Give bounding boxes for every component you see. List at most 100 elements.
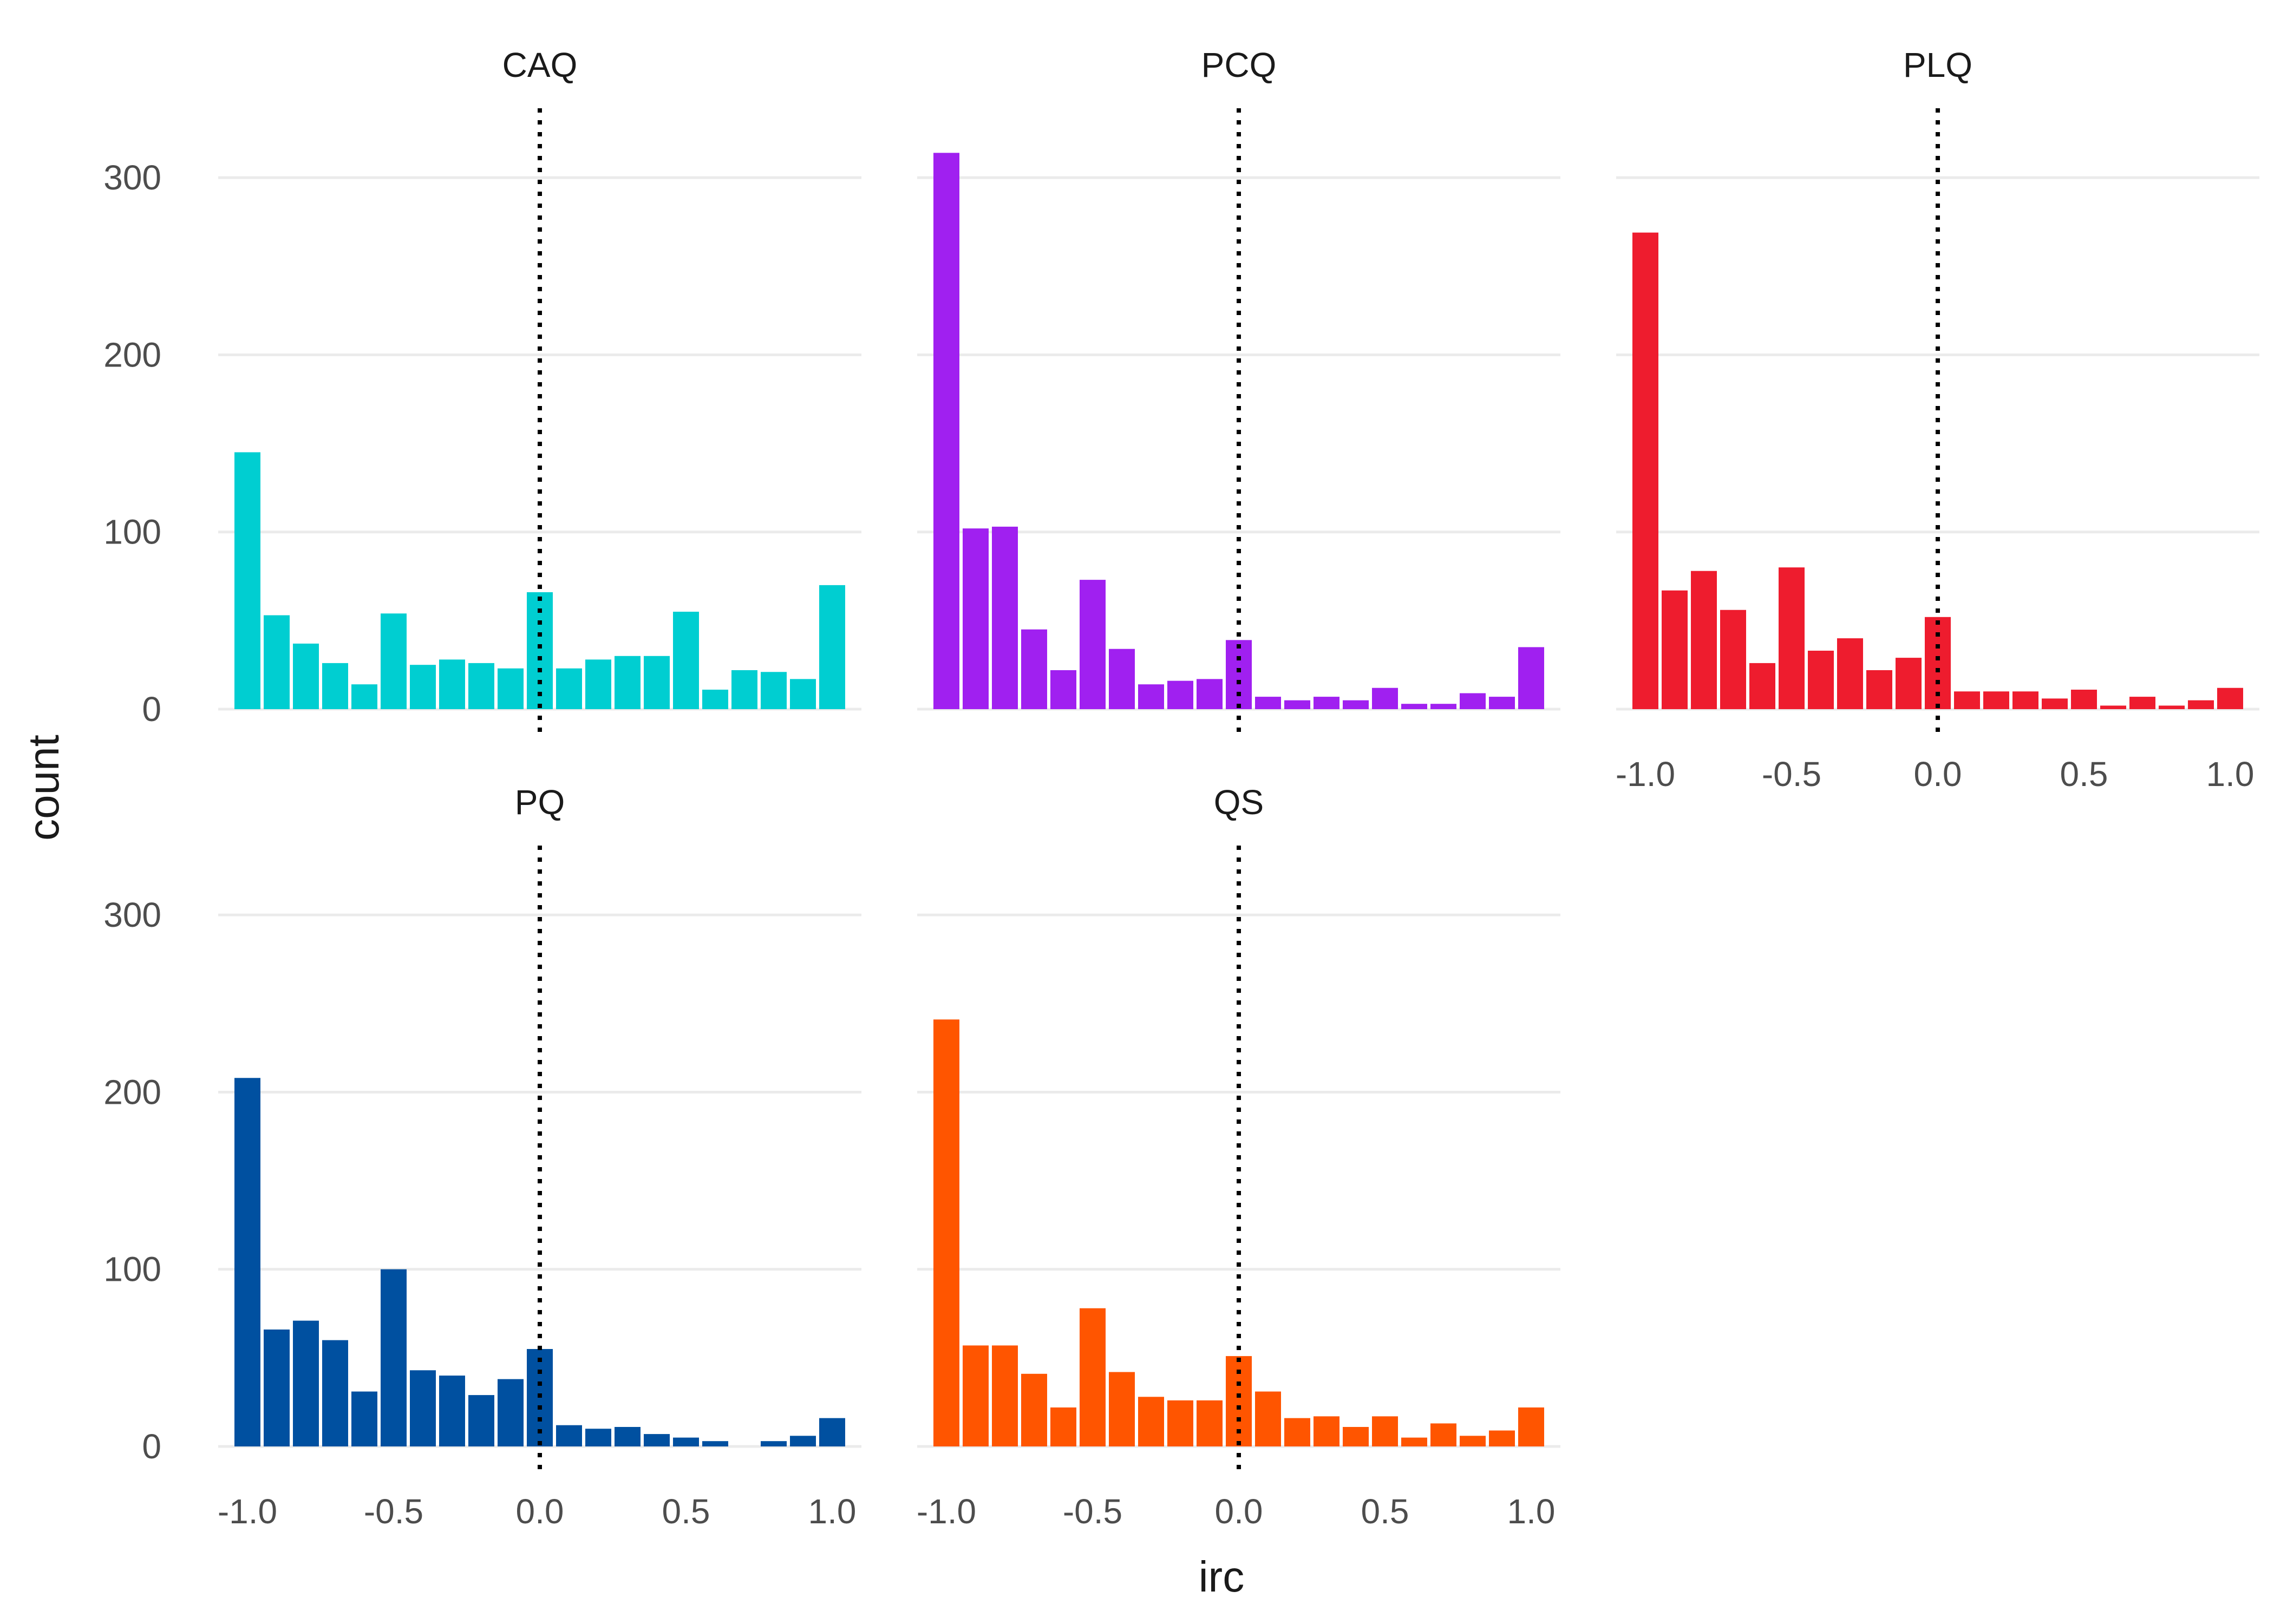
y-tick-label: 0 [142, 1427, 161, 1466]
bar-pq-2 [293, 1320, 319, 1446]
bar-plq-18 [2159, 705, 2185, 709]
bar-plq-7 [1837, 638, 1863, 709]
y-tick-label: 200 [103, 335, 161, 374]
bar-pq-11 [556, 1425, 582, 1446]
bar-pcq-18 [1460, 693, 1486, 709]
bar-caq-20 [819, 585, 845, 709]
bar-caq-14 [644, 656, 670, 709]
bar-caq-2 [293, 643, 319, 709]
bar-pq-16 [702, 1441, 728, 1446]
x-tick-label: -0.5 [1762, 755, 1821, 794]
x-tick-label: 0.0 [1914, 755, 1962, 794]
bar-pq-7 [439, 1376, 465, 1446]
x-axis-title: irc [1199, 1553, 1244, 1601]
bar-plq-19 [2188, 700, 2214, 709]
bar-qs-13 [1314, 1416, 1339, 1446]
bar-pcq-2 [992, 526, 1018, 709]
bar-caq-15 [673, 612, 699, 709]
bar-qs-9 [1197, 1400, 1223, 1446]
bar-plq-15 [2071, 690, 2097, 709]
bar-pq-9 [498, 1379, 524, 1446]
bar-pcq-12 [1284, 700, 1310, 709]
bar-pcq-0 [933, 153, 959, 709]
bar-pq-5 [381, 1269, 407, 1446]
bar-caq-0 [234, 452, 260, 709]
bar-caq-16 [702, 690, 728, 709]
bar-plq-9 [1896, 658, 1922, 709]
bar-caq-3 [322, 663, 348, 709]
bar-pq-19 [790, 1436, 816, 1446]
bar-pcq-9 [1197, 679, 1223, 709]
bar-pcq-4 [1050, 670, 1076, 709]
bar-caq-17 [731, 670, 757, 709]
bar-qs-5 [1080, 1308, 1106, 1446]
bar-pq-18 [761, 1441, 787, 1446]
x-tick-label: -0.5 [1063, 1492, 1122, 1531]
bar-pcq-7 [1138, 684, 1164, 709]
bar-qs-19 [1489, 1430, 1515, 1446]
bar-caq-6 [410, 665, 436, 709]
x-tick-label: -1.0 [218, 1492, 277, 1531]
bar-pcq-8 [1167, 680, 1193, 709]
bar-pq-0 [234, 1078, 260, 1446]
bar-pq-1 [264, 1330, 290, 1446]
y-tick-label: 100 [103, 513, 161, 552]
bar-plq-4 [1749, 663, 1775, 709]
bar-pq-8 [468, 1395, 494, 1446]
bar-caq-19 [790, 679, 816, 709]
bar-caq-11 [556, 668, 582, 709]
bar-qs-8 [1167, 1400, 1193, 1446]
y-tick-label: 300 [103, 158, 161, 197]
bar-caq-4 [351, 684, 377, 709]
bar-qs-1 [963, 1345, 989, 1446]
bar-pq-6 [410, 1370, 436, 1446]
bar-qs-6 [1109, 1372, 1135, 1446]
bar-plq-13 [2012, 691, 2038, 709]
x-tick-label: 0.0 [1215, 1492, 1263, 1531]
bar-qs-2 [992, 1345, 1018, 1446]
bar-pcq-16 [1401, 704, 1427, 709]
y-tick-label: 300 [103, 895, 161, 934]
facet-label-qs: QS [1214, 783, 1264, 822]
bar-plq-0 [1632, 232, 1658, 709]
facet-panels: CAQ 0 100 200 300 PCQ PLQ -1.0 -0.5 0.0 0.5 1.0 PQ 0 1… [103, 45, 2259, 1531]
facet-panel-qs: QS -1.0 -0.5 0.0 0.5 1.0 [917, 783, 1560, 1531]
bar-qs-20 [1518, 1407, 1544, 1446]
facet-panel-plq: PLQ -1.0 -0.5 0.0 0.5 1.0 [1616, 45, 2259, 794]
bar-caq-18 [761, 672, 787, 709]
bar-plq-3 [1720, 610, 1746, 709]
facet-panel-pq: PQ 0 100 200 300 -1.0 -0.5 0.0 0.5 1.0 [103, 783, 861, 1531]
bar-pcq-20 [1518, 647, 1544, 709]
bar-pq-3 [322, 1340, 348, 1446]
bar-qs-4 [1050, 1407, 1076, 1446]
bar-pcq-14 [1343, 700, 1369, 709]
bar-plq-8 [1866, 670, 1892, 709]
bar-pcq-3 [1021, 629, 1047, 709]
y-tick-label: 200 [103, 1072, 161, 1111]
facet-label-caq: CAQ [502, 45, 578, 84]
bar-pcq-11 [1255, 697, 1281, 709]
y-tick-label: 100 [103, 1250, 161, 1289]
bar-caq-9 [498, 668, 524, 709]
bar-pq-4 [351, 1391, 377, 1446]
facet-panel-caq: CAQ 0 100 200 300 [103, 45, 861, 739]
bar-qs-7 [1138, 1397, 1164, 1446]
bar-caq-12 [585, 659, 611, 709]
bar-plq-12 [1983, 691, 2009, 709]
bar-pcq-17 [1430, 704, 1456, 709]
bar-qs-11 [1255, 1391, 1281, 1446]
facet-label-pcq: PCQ [1201, 45, 1277, 84]
x-tick-label: 0.5 [2060, 755, 2108, 794]
bar-pcq-6 [1109, 649, 1135, 709]
facet-label-pq: PQ [515, 783, 565, 822]
bar-qs-3 [1021, 1373, 1047, 1446]
bar-plq-20 [2217, 687, 2243, 709]
bar-pq-12 [585, 1429, 611, 1446]
bar-qs-17 [1430, 1423, 1456, 1446]
x-tick-label: 1.0 [1507, 1492, 1556, 1531]
x-tick-label: -0.5 [364, 1492, 423, 1531]
bar-caq-7 [439, 659, 465, 709]
x-tick-label: 0.5 [662, 1492, 710, 1531]
facet-label-plq: PLQ [1903, 45, 1972, 84]
